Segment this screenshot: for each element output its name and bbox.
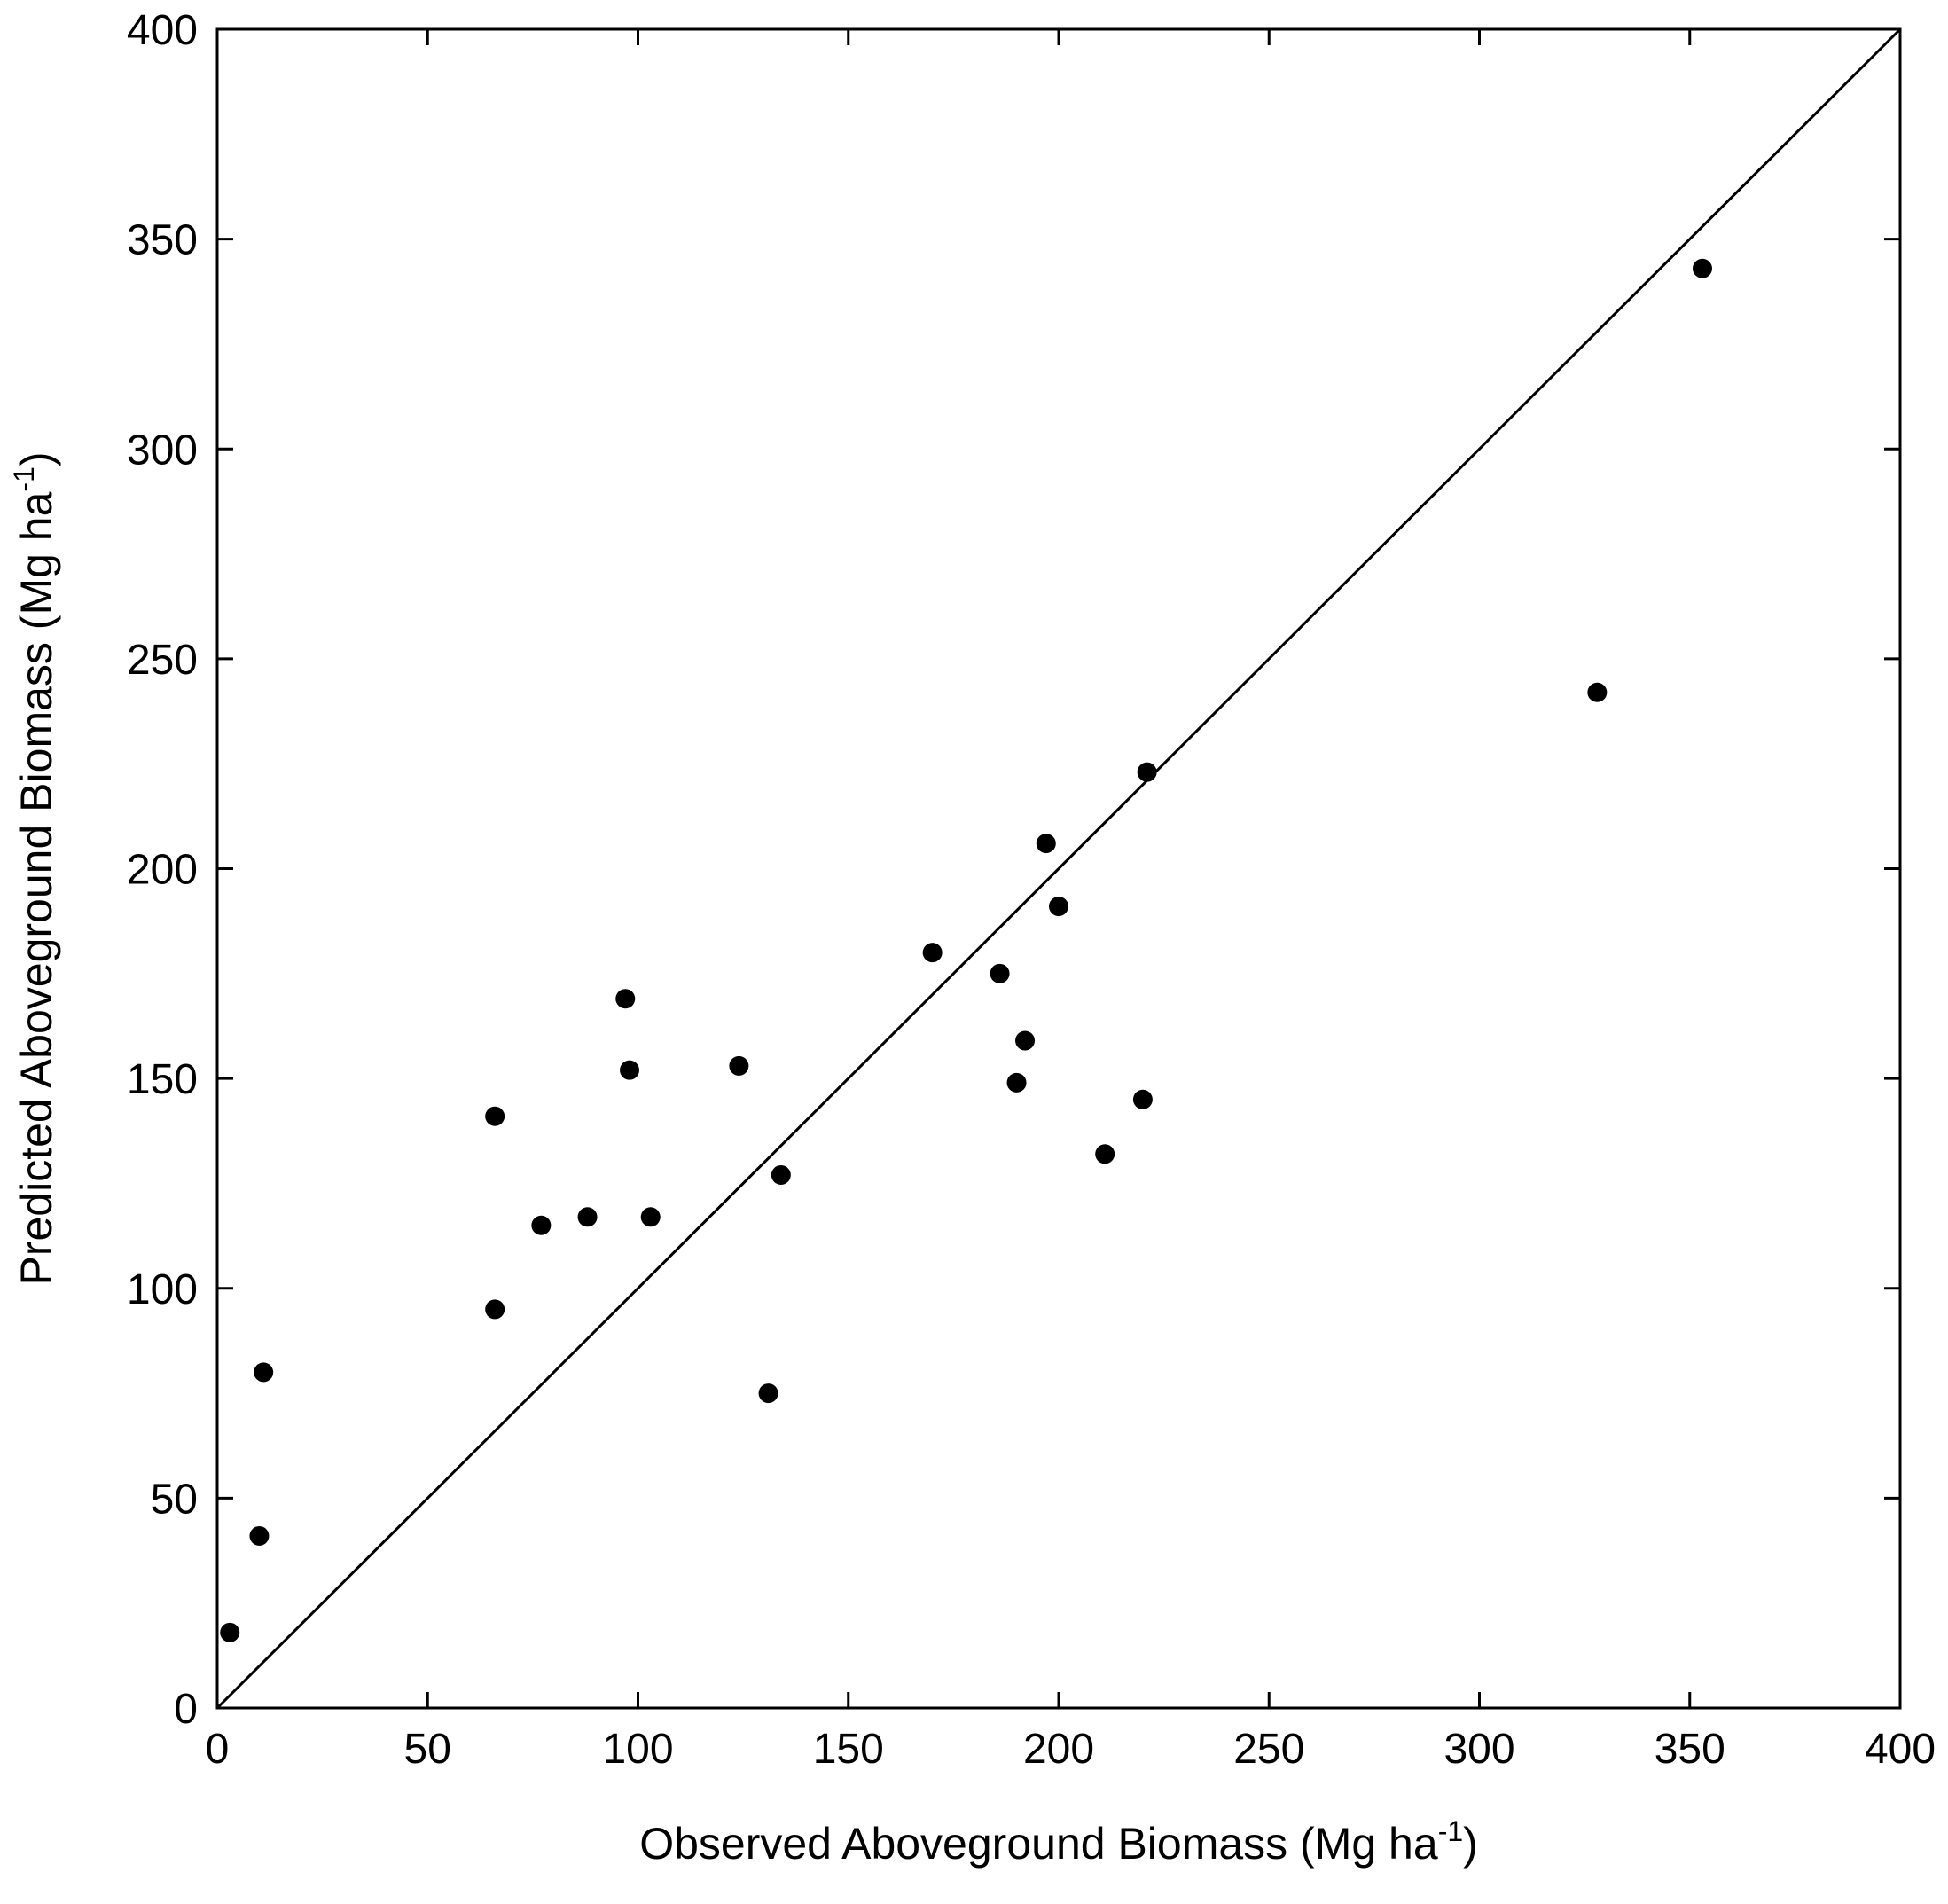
x-tick-label: 150 [813, 1726, 884, 1773]
data-point [1095, 1144, 1115, 1164]
data-point [485, 1106, 505, 1126]
y-tick-label: 50 [151, 1476, 198, 1523]
data-point [1132, 1089, 1153, 1109]
y-tick-label: 100 [127, 1266, 198, 1313]
data-point [1015, 1030, 1036, 1051]
points-layer [220, 258, 1712, 1642]
y-tick-label: 250 [127, 637, 198, 684]
x-tick-label: 50 [404, 1726, 451, 1773]
data-point [249, 1525, 270, 1546]
data-point [620, 1060, 640, 1080]
y-tick-label: 0 [174, 1686, 198, 1733]
y-axis-title-superscript: -1 [8, 466, 40, 491]
data-point [531, 1215, 552, 1235]
data-point [220, 1622, 240, 1642]
data-point [1692, 258, 1712, 278]
data-point [1036, 834, 1056, 854]
x-tick-labels: 0 50 100 150 200 250 300 350 400 [206, 1726, 1936, 1773]
y-tick-label: 150 [127, 1056, 198, 1103]
x-tick-label: 200 [1023, 1726, 1094, 1773]
x-tick-label: 300 [1443, 1726, 1514, 1773]
data-point [1587, 682, 1608, 702]
y-axis-title: Predicted Aboveground Biomass (Mg ha-1) [8, 451, 61, 1285]
data-point [1137, 762, 1157, 782]
y-axis-title-main: Predicted Aboveground Biomass (Mg ha [12, 491, 61, 1285]
data-point [990, 963, 1010, 983]
y-tick-labels: 0 50 100 150 200 250 300 350 400 [127, 7, 198, 1733]
x-tick-label: 100 [602, 1726, 673, 1773]
plot-frame [215, 27, 1902, 1710]
data-point [254, 1362, 274, 1383]
one-to-one-line [215, 27, 1902, 1710]
data-point [577, 1207, 598, 1227]
x-axis-title-superscript: -1 [1438, 1815, 1463, 1847]
data-point [640, 1207, 661, 1227]
x-tick-label: 250 [1233, 1726, 1304, 1773]
data-point [615, 989, 636, 1009]
x-tick-label: 350 [1655, 1726, 1725, 1773]
y-tick-label: 400 [127, 7, 198, 54]
data-point [1049, 897, 1068, 917]
data-point [1006, 1072, 1027, 1093]
data-point [922, 943, 943, 963]
x-axis-title-end: ) [1463, 1819, 1478, 1869]
y-tick-label: 300 [127, 427, 198, 474]
y-axis-title-end: ) [12, 451, 61, 466]
x-tick-label: 400 [1865, 1726, 1936, 1773]
y-tick-label: 200 [127, 847, 198, 894]
data-point [485, 1299, 505, 1320]
x-axis-title-main: Observed Aboveground Biomass (Mg ha [639, 1819, 1438, 1869]
data-point [771, 1164, 791, 1185]
data-point [758, 1383, 778, 1404]
x-axis-title: Observed Aboveground Biomass (Mg ha-1) [639, 1815, 1478, 1869]
data-point [729, 1055, 749, 1076]
y-tick-label: 350 [127, 217, 198, 264]
x-tick-label: 0 [206, 1726, 230, 1773]
